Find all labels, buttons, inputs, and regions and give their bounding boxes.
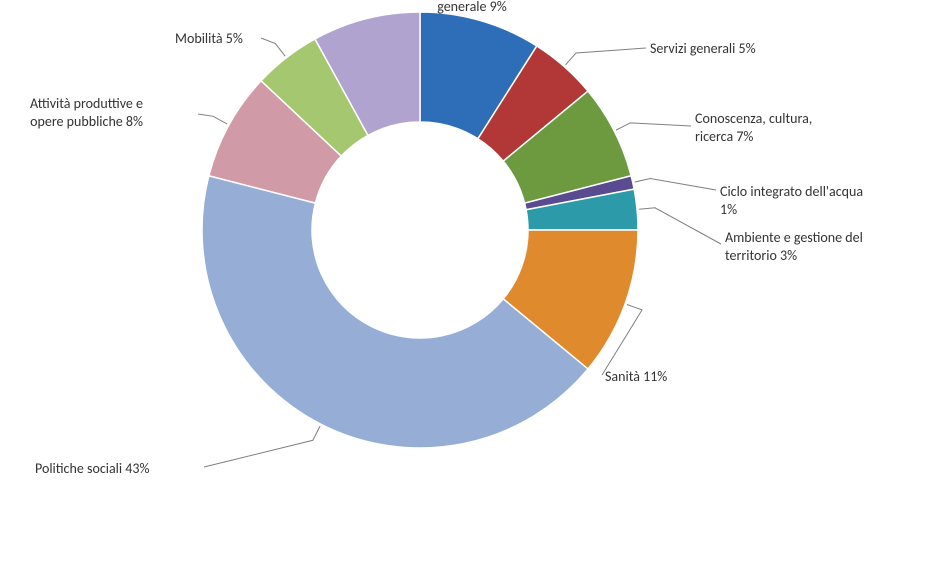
segment-label: Ambiente e gestione del territorio 3%	[725, 229, 863, 264]
segment-label: Sanità 11%	[605, 368, 667, 386]
segment-label: Conoscenza, cultura, ricerca 7%	[695, 110, 812, 145]
donut-chart-container: Amministrazione generale 9% Servizi gener…	[0, 0, 925, 565]
leader-line	[565, 48, 646, 65]
segment-label: Amministrazione generale 9%	[424, 0, 520, 15]
segment-label: Politiche sociali 43%	[35, 460, 149, 478]
leader-line	[198, 114, 227, 124]
leader-line	[635, 179, 716, 190]
donut-chart-svg	[0, 0, 925, 565]
segment-label: Attività produttive e opere pubbliche 8%	[30, 95, 143, 130]
leader-line	[616, 123, 691, 130]
segment-label: Ciclo integrato dell'acqua 1%	[720, 183, 863, 218]
segment-label: Mobilità 5%	[175, 30, 243, 48]
leader-line	[261, 38, 285, 56]
leader-line	[639, 208, 721, 244]
segment-label: Servizi generali 5%	[650, 40, 756, 58]
leader-line	[204, 426, 320, 467]
